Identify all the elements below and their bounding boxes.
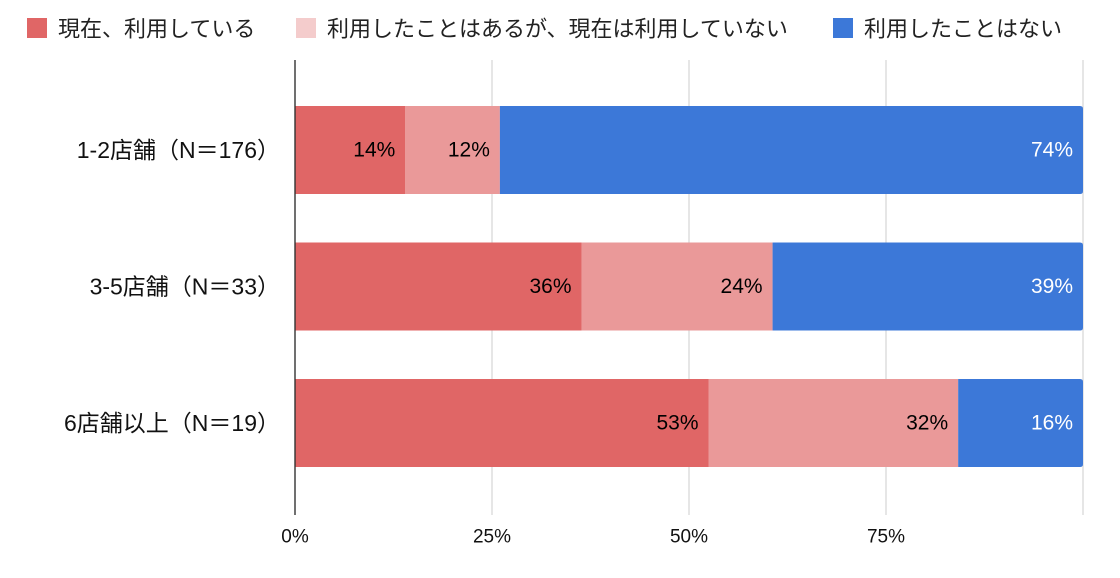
bar-segment: [295, 242, 582, 331]
legend-item: 利用したことはあるが、現在は利用していない: [296, 17, 788, 42]
legend-item: 利用したことはない: [833, 17, 1062, 42]
category-label: 3-5店舗（N＝33）: [90, 274, 280, 300]
data-label: 32%: [906, 412, 948, 435]
x-tick-label: 75%: [867, 527, 905, 548]
x-tick-label: 50%: [670, 527, 708, 548]
bar-segment: [295, 106, 406, 194]
x-tick-label: 25%: [473, 527, 511, 548]
bar-segment: [772, 242, 1083, 331]
data-label: 12%: [448, 139, 490, 162]
legend-label: 利用したことはない: [864, 17, 1062, 42]
legend-swatch: [296, 18, 316, 38]
legend-swatch: [27, 18, 47, 38]
bar-segment: [581, 242, 773, 331]
legend-label: 利用したことはあるが、現在は利用していない: [327, 17, 788, 42]
bars: [295, 106, 1083, 467]
data-label: 39%: [1031, 275, 1073, 298]
data-label: 24%: [721, 275, 763, 298]
category-label: 6店舗以上（N＝19）: [64, 410, 280, 436]
bar-segment: [499, 106, 1083, 194]
data-label: 74%: [1031, 139, 1073, 162]
legend-swatch: [833, 18, 853, 38]
legend-label: 現在、利用している: [58, 17, 255, 42]
category-label: 1-2店舗（N＝176）: [77, 137, 280, 163]
legend-item: 現在、利用している: [27, 17, 255, 42]
bar-segment: [295, 379, 709, 467]
bar-segment: [405, 106, 500, 194]
data-label: 14%: [353, 139, 395, 162]
data-label: 16%: [1031, 412, 1073, 435]
axes: 1-2店舗（N＝176） 3-5店舗（N＝33） 6店舗以上（N＝19） 0% 25% 5…: [64, 60, 905, 548]
bar-segment: [708, 379, 959, 467]
legend: 現在、利用している 利用したことはあるが、現在は利用していない 利用したことはない: [27, 17, 1062, 42]
data-labels: 14% 12% 74% 36% 24% 39% 53% 32% 16%: [353, 139, 1073, 435]
x-tick-label: 0%: [281, 527, 309, 548]
data-label: 36%: [530, 275, 572, 298]
data-label: 53%: [656, 412, 698, 435]
bar-segment: [958, 379, 1083, 467]
